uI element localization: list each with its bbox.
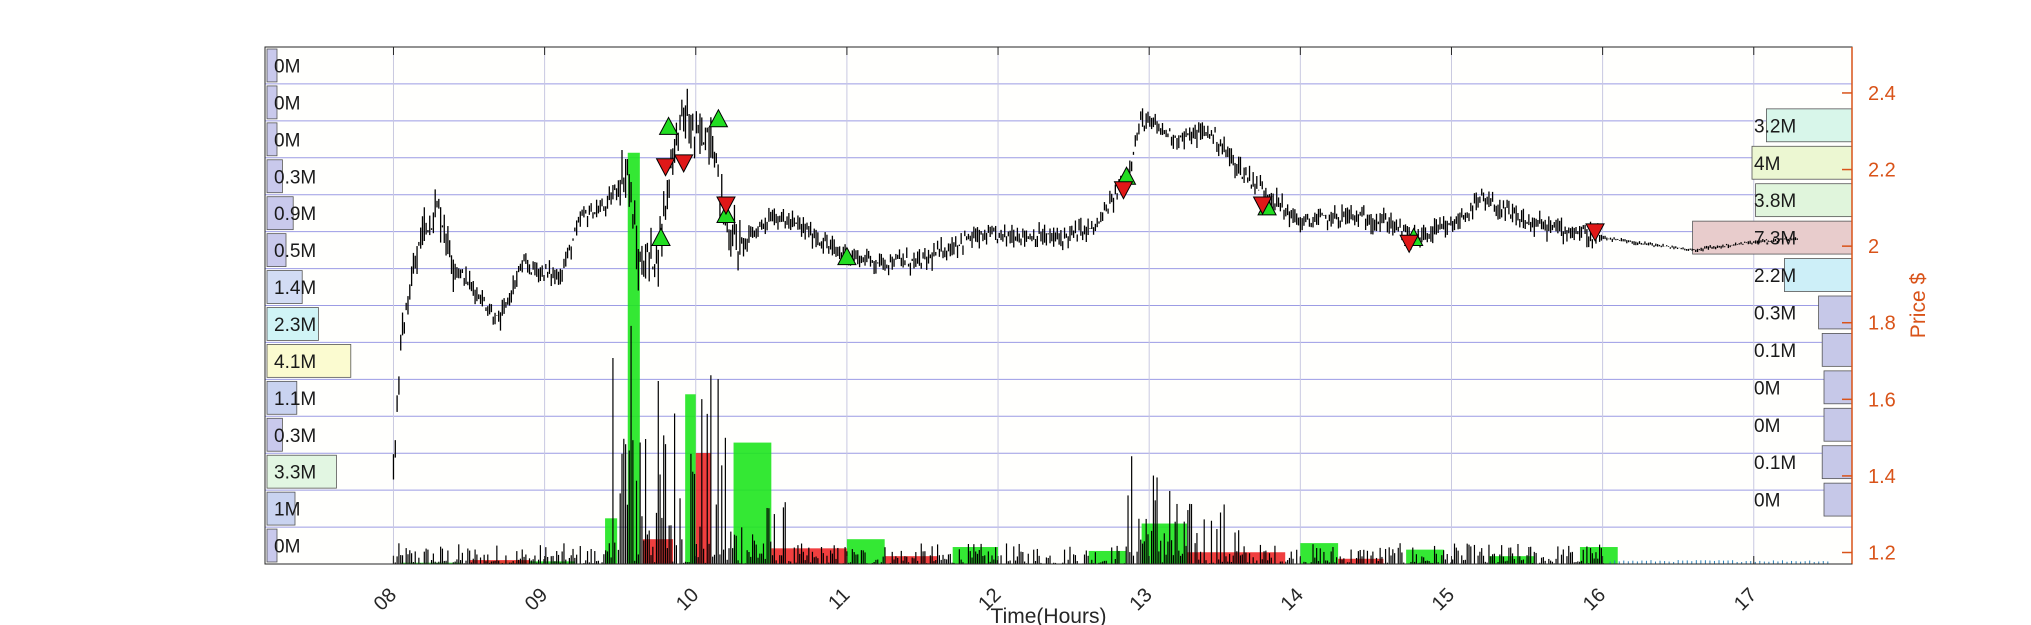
volume-bar-down bbox=[884, 556, 938, 564]
volume-bar-down bbox=[1186, 552, 1286, 564]
x-tick-label: 10 bbox=[672, 584, 703, 615]
left-profile-label: 4.1M bbox=[274, 352, 316, 373]
left-profile-bar bbox=[266, 380, 298, 415]
right-profile-bar bbox=[1784, 258, 1853, 292]
buy-marker bbox=[708, 108, 729, 128]
left-profile-label: 2.3M bbox=[274, 315, 316, 336]
sell-marker bbox=[1113, 181, 1134, 200]
volume-bar-up bbox=[605, 518, 618, 564]
left-profile-bar bbox=[266, 159, 283, 194]
x-tick-label: 09 bbox=[521, 584, 552, 615]
right-profile-label: 0M bbox=[1754, 416, 1780, 437]
sell-marker bbox=[1585, 223, 1605, 242]
buy-marker bbox=[837, 246, 857, 266]
left-profile-label: 1.4M bbox=[274, 278, 316, 299]
right-profile-label: 2.2M bbox=[1754, 266, 1796, 287]
left-profile-bar bbox=[266, 491, 296, 526]
left-profile-bar bbox=[266, 344, 352, 378]
y-tick-label: 1.8 bbox=[1868, 313, 1896, 335]
left-profile-bar bbox=[266, 85, 278, 120]
volume-bar-up bbox=[1489, 556, 1535, 564]
volume-bar-up bbox=[1579, 547, 1618, 564]
x-tick-label: 14 bbox=[1277, 584, 1308, 615]
volume-bar-up bbox=[846, 539, 885, 564]
left-profile-bar bbox=[266, 122, 278, 157]
volume-bar-up bbox=[1300, 543, 1339, 564]
x-tick-label: 17 bbox=[1730, 584, 1761, 615]
price-candles bbox=[392, 88, 1798, 480]
right-profile-label: 0M bbox=[1754, 491, 1780, 512]
y-tick-label: 1.6 bbox=[1868, 389, 1896, 411]
right-profile-label: 4M bbox=[1754, 154, 1780, 175]
left-profile-bar bbox=[266, 307, 319, 341]
sell-marker bbox=[1399, 234, 1419, 254]
left-profile-label: 1M bbox=[274, 500, 300, 521]
y-tick-label: 1.4 bbox=[1868, 466, 1896, 488]
volume-bar-up bbox=[1088, 550, 1127, 564]
right-profile-bar bbox=[1823, 482, 1853, 517]
left-profile-label: 0M bbox=[274, 537, 300, 558]
right-profile-bar bbox=[1766, 108, 1853, 143]
x-axis-label: Time(Hours) bbox=[991, 605, 1107, 625]
right-profile-label: 0.1M bbox=[1754, 453, 1796, 474]
y-tick-label: 1.2 bbox=[1868, 543, 1896, 565]
sell-marker bbox=[655, 158, 676, 177]
left-profile-bar bbox=[266, 528, 278, 563]
y-axis-label: Price $ bbox=[1907, 273, 1930, 339]
x-tick-label: 08 bbox=[370, 584, 401, 615]
left-profile-label: 0.9M bbox=[274, 204, 316, 225]
y-tick-label: 2 bbox=[1868, 236, 1879, 258]
right-profile-label: 3.2M bbox=[1754, 116, 1796, 137]
x-tick-label: 16 bbox=[1579, 584, 1610, 615]
buy-marker bbox=[651, 227, 671, 246]
right-profile-bar bbox=[1818, 295, 1853, 330]
left-profile-label: 0.3M bbox=[274, 167, 316, 188]
right-profile-bar bbox=[1823, 407, 1853, 442]
right-profile-label: 3.8M bbox=[1754, 191, 1796, 212]
left-profile-bar bbox=[266, 233, 287, 267]
sell-marker bbox=[673, 154, 694, 173]
right-profile-label: 0.3M bbox=[1754, 303, 1796, 324]
left-profile-label: 0.3M bbox=[274, 426, 316, 447]
left-profile-label: 0M bbox=[274, 130, 300, 151]
left-profile-bar bbox=[266, 417, 283, 452]
left-profile-label: 0.5M bbox=[274, 241, 316, 262]
left-profile-bar bbox=[266, 454, 337, 489]
right-profile-label: 0.1M bbox=[1754, 341, 1796, 362]
left-profile-label: 0M bbox=[274, 56, 300, 77]
left-volume-profile: 0M 0M 0M 0.3M 0.9M 0.5M 1.4M 2.3M 4.1M 1.1M 0.3M 3.… bbox=[266, 48, 352, 563]
right-profile-label: 0M bbox=[1754, 378, 1780, 399]
right-profile-bar bbox=[1755, 183, 1853, 218]
y-tick-label: 2.4 bbox=[1868, 83, 1896, 105]
sell-marker bbox=[1252, 196, 1273, 216]
left-profile-bar bbox=[266, 196, 294, 231]
right-profile-bar bbox=[1751, 145, 1853, 180]
right-profile-bar bbox=[1823, 370, 1853, 405]
trade-markers bbox=[651, 108, 1605, 266]
left-profile-label: 0M bbox=[274, 93, 300, 114]
left-profile-label: 1.1M bbox=[274, 389, 316, 410]
right-profile-bar bbox=[1821, 445, 1853, 480]
left-profile-bar bbox=[266, 270, 303, 304]
volume-bar-down bbox=[1338, 558, 1384, 564]
x-tick-label: 15 bbox=[1428, 584, 1459, 615]
x-tick-label: 13 bbox=[1125, 584, 1156, 615]
right-profile-bar bbox=[1692, 220, 1853, 255]
buy-marker bbox=[658, 116, 679, 135]
sell-marker bbox=[716, 196, 736, 216]
right-profile-bar bbox=[1821, 333, 1853, 367]
y-tick-label: 2.2 bbox=[1868, 160, 1896, 182]
volume-bar-down bbox=[469, 560, 530, 564]
x-tick-label: 11 bbox=[824, 584, 854, 614]
left-profile-bar bbox=[266, 48, 278, 83]
left-profile-label: 3.3M bbox=[274, 463, 316, 484]
